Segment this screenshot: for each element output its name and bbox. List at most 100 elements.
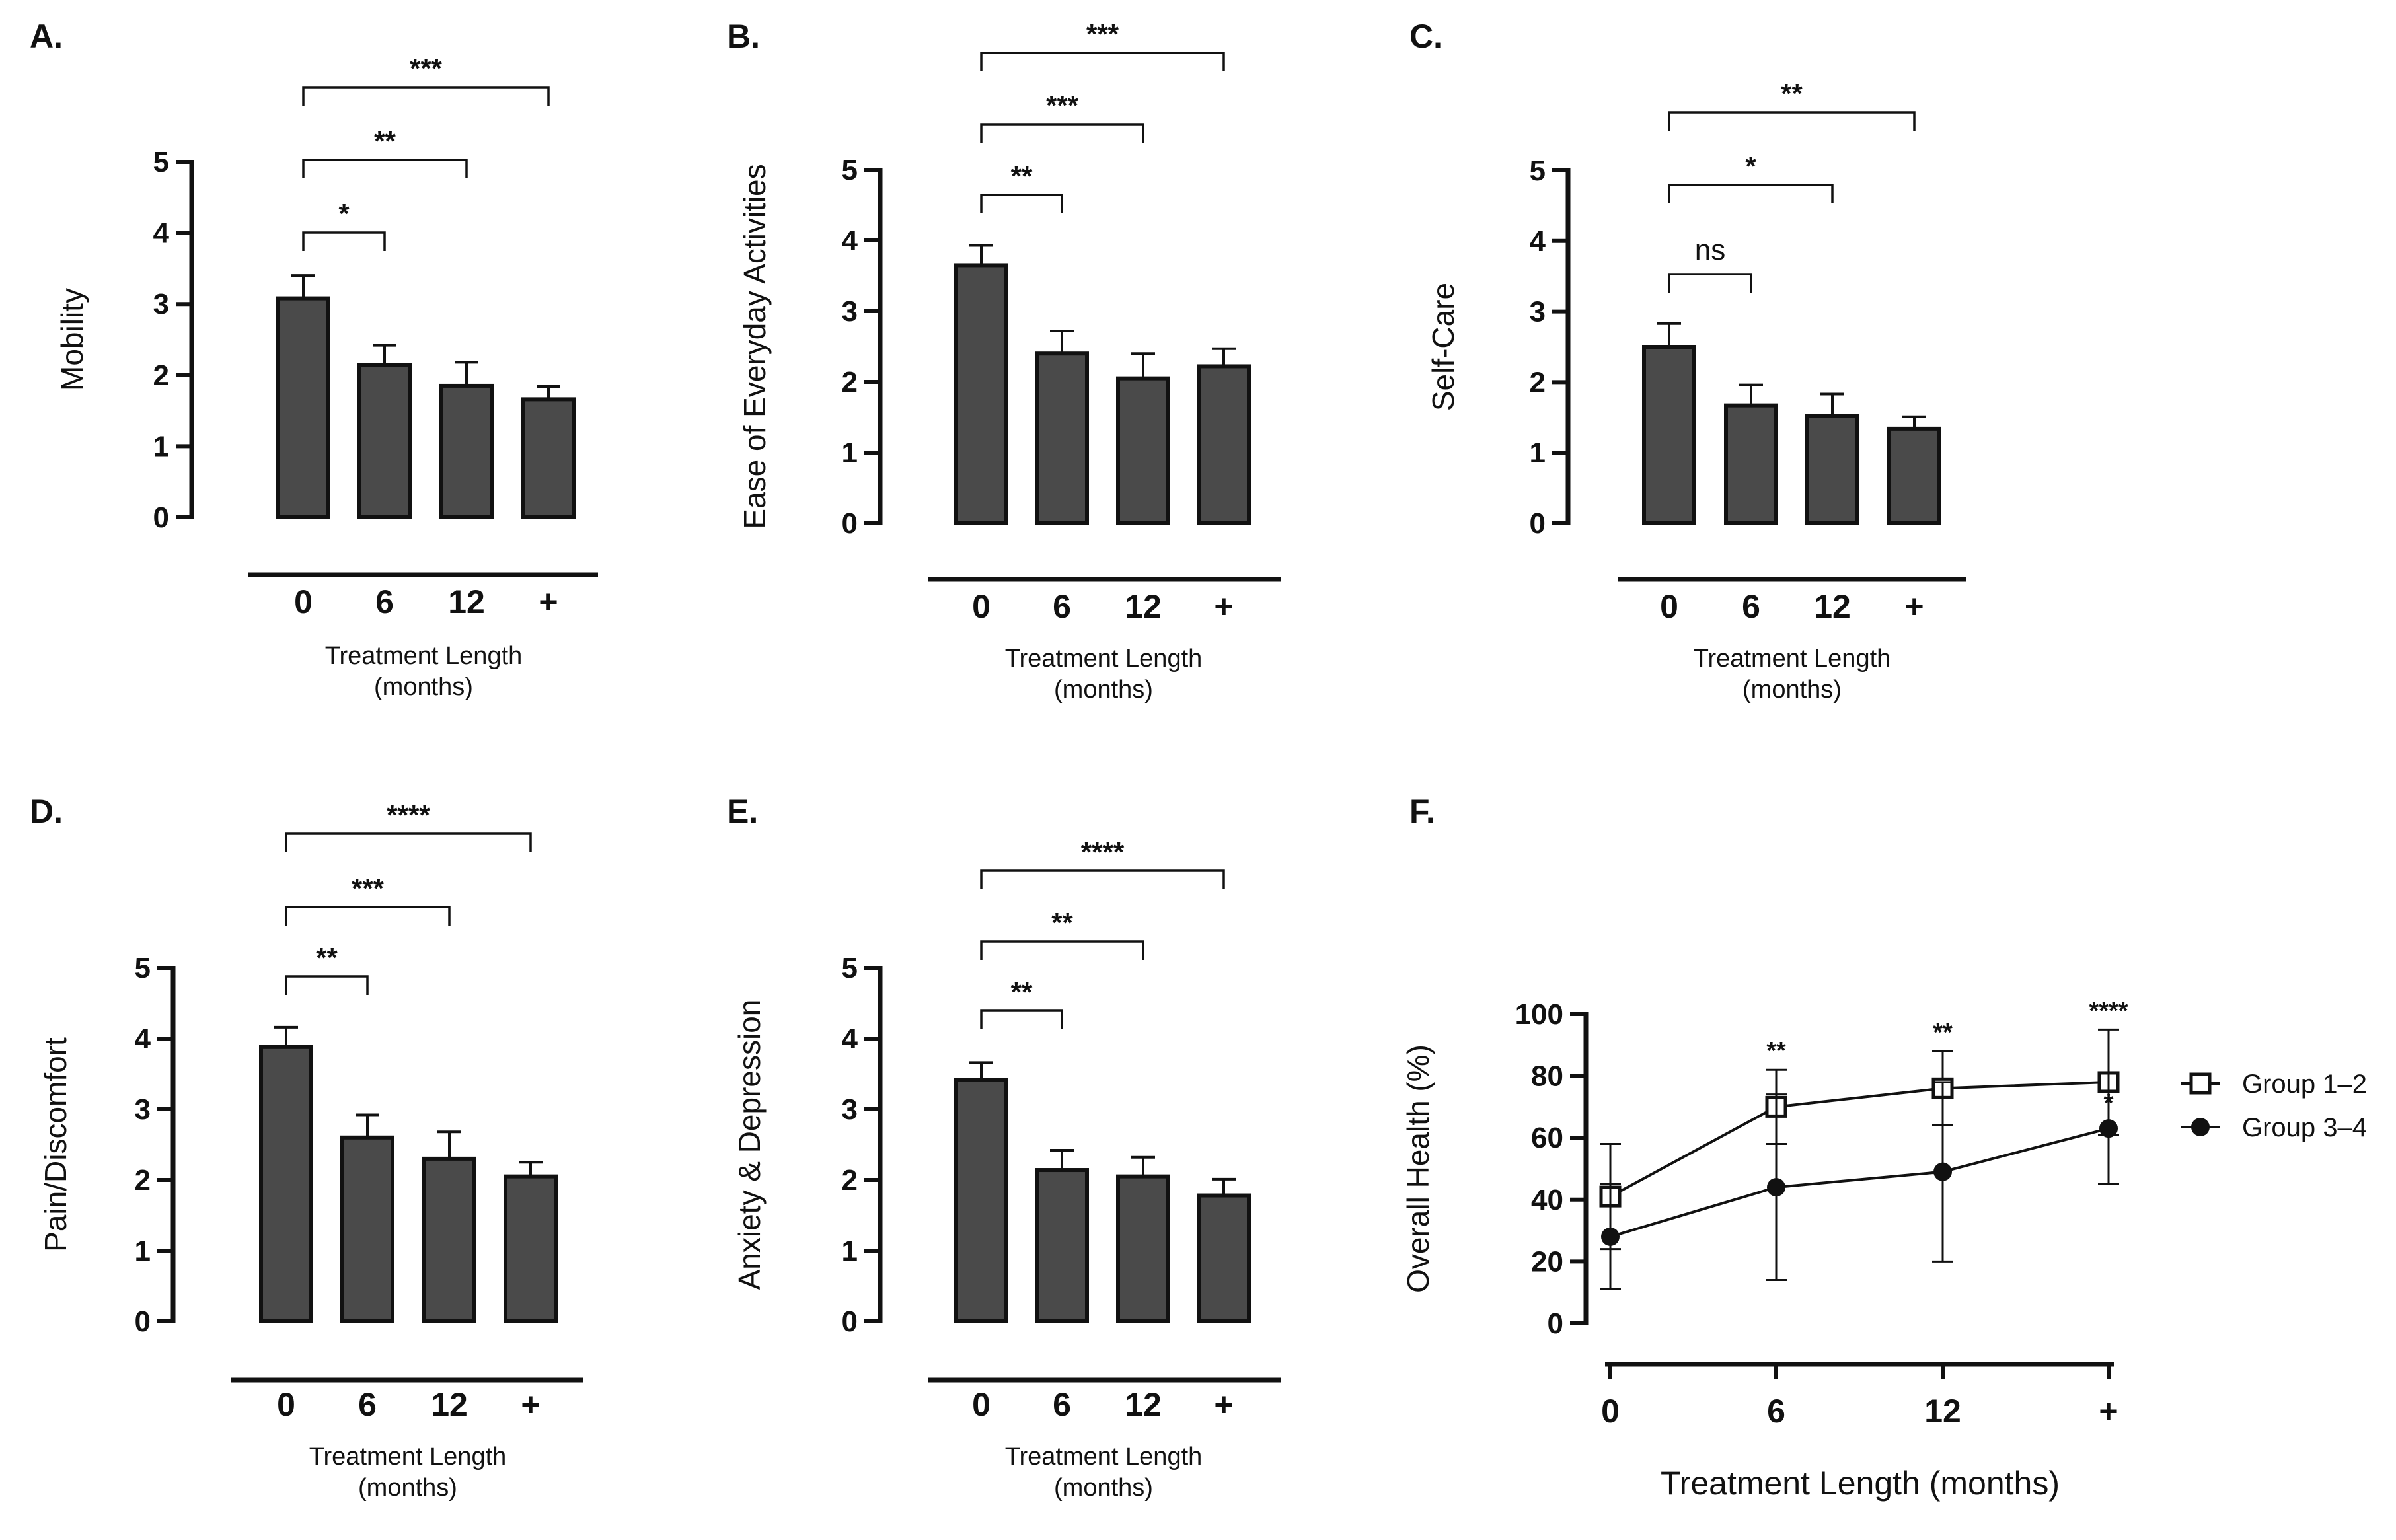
y-tick-label: 3 xyxy=(135,1093,151,1126)
significance-bracket xyxy=(980,940,1144,960)
bar xyxy=(1197,1193,1251,1324)
x-tick-label: 0 xyxy=(277,1386,295,1423)
y-axis-title: Pain/Discomfort xyxy=(38,1037,73,1252)
x-tick-label: 6 xyxy=(1053,588,1071,625)
x-axis-title: Treatment Length xyxy=(309,1443,507,1471)
panel-letter: A. xyxy=(30,18,63,55)
y-tick-label: 0 xyxy=(842,507,858,540)
bar xyxy=(1035,351,1089,525)
data-point xyxy=(1601,1227,1620,1246)
significance-bracket xyxy=(302,159,468,178)
y-axis-title: Overall Health (%) xyxy=(1401,1045,1435,1293)
y-tick-label: 0 xyxy=(1548,1307,1563,1340)
y-tick-label: 60 xyxy=(1531,1122,1563,1154)
y-axis-title: Ease of Everyday Activities xyxy=(737,164,772,529)
significance-label: *** xyxy=(352,873,385,904)
y-tick-label: 1 xyxy=(135,1235,151,1267)
x-axis-title: Treatment Length xyxy=(1694,645,1891,673)
x-tick-label: 12 xyxy=(448,583,485,620)
x-tick-label: 6 xyxy=(358,1386,377,1423)
y-tick-label: 3 xyxy=(842,295,858,328)
x-tick-label: 0 xyxy=(1660,588,1678,625)
x-tick-label: 12 xyxy=(1924,1393,1961,1430)
significance-label: ** xyxy=(1011,161,1033,192)
bar xyxy=(1116,1174,1170,1324)
y-tick-label: 0 xyxy=(842,1305,858,1338)
significance-label: *** xyxy=(410,53,443,84)
y-tick-label: 1 xyxy=(842,1235,858,1267)
x-tick-label: + xyxy=(521,1386,540,1423)
significance-label: * xyxy=(1745,151,1756,182)
y-tick-label: 2 xyxy=(842,366,858,398)
bar xyxy=(521,397,576,519)
legend-label: Group 3–4 xyxy=(2242,1113,2367,1142)
significance-label: *** xyxy=(1086,18,1119,50)
x-tick-label: + xyxy=(539,583,558,620)
y-tick-label: 100 xyxy=(1515,998,1563,1031)
panel-letter: B. xyxy=(727,18,760,55)
significance-bracket xyxy=(980,1009,1063,1029)
bar xyxy=(1116,376,1170,526)
x-tick-label: 6 xyxy=(1767,1393,1785,1430)
y-tick-label: 80 xyxy=(1531,1060,1563,1093)
bar xyxy=(340,1135,394,1324)
significance-label: ** xyxy=(1766,1037,1786,1065)
y-tick-label: 2 xyxy=(1530,366,1546,398)
y-tick-label: 20 xyxy=(1531,1245,1563,1278)
bar xyxy=(1887,426,1941,525)
y-axis-title: Anxiety & Depression xyxy=(732,1000,767,1290)
bar xyxy=(1805,414,1859,525)
panel-letter: C. xyxy=(1409,18,1442,55)
x-axis-title: Treatment Length (months) xyxy=(1661,1465,2060,1502)
x-axis-title-unit: (months) xyxy=(1054,1474,1153,1502)
significance-bracket xyxy=(285,832,532,852)
significance-bracket xyxy=(980,194,1063,213)
x-tick-label: 12 xyxy=(1125,1386,1162,1423)
bar xyxy=(439,383,494,519)
legend: Group 1–2 Group 3–4 xyxy=(2181,1070,2367,1142)
y-tick-label: 0 xyxy=(153,501,169,534)
bar xyxy=(1197,364,1251,526)
significance-bracket xyxy=(285,975,369,995)
x-tick-label: 6 xyxy=(375,583,394,620)
panel-letter: F. xyxy=(1409,793,1435,830)
y-tick-label: 1 xyxy=(842,437,858,469)
y-tick-label: 2 xyxy=(135,1164,151,1196)
x-tick-label: + xyxy=(1214,588,1233,625)
y-tick-label: 5 xyxy=(842,952,858,984)
x-tick-label: 0 xyxy=(972,1386,991,1423)
legend-marker xyxy=(2189,1072,2212,1095)
x-axis-title-unit: (months) xyxy=(1054,676,1153,704)
y-tick-label: 1 xyxy=(153,430,169,462)
x-tick-label: + xyxy=(1904,588,1924,625)
bar xyxy=(1724,403,1778,525)
x-axis-title: Treatment Length xyxy=(325,642,523,670)
significance-label: **** xyxy=(2089,997,2128,1025)
y-tick-label: 0 xyxy=(135,1305,151,1338)
data-point xyxy=(1933,1162,1952,1181)
significance-label: ** xyxy=(316,942,338,973)
y-tick-label: 2 xyxy=(153,359,169,392)
y-tick-label: 3 xyxy=(153,288,169,320)
x-tick-label: 12 xyxy=(1814,588,1851,625)
significance-bracket xyxy=(302,231,386,251)
legend-marker xyxy=(2191,1118,2210,1136)
y-tick-label: 3 xyxy=(842,1093,858,1126)
y-tick-label: 1 xyxy=(1530,437,1546,469)
y-tick-label: 5 xyxy=(153,146,169,178)
x-tick-label: + xyxy=(1214,1386,1233,1423)
x-tick-label: 6 xyxy=(1053,1386,1071,1423)
x-axis-title-unit: (months) xyxy=(374,673,473,701)
significance-bracket xyxy=(1668,273,1752,293)
x-tick-label: 6 xyxy=(1742,588,1760,625)
significance-bracket xyxy=(302,86,550,106)
x-tick-label: 0 xyxy=(972,588,991,625)
significance-label: ** xyxy=(1011,976,1033,1008)
y-tick-label: 0 xyxy=(1530,507,1546,540)
bar xyxy=(259,1045,313,1323)
bar xyxy=(504,1174,558,1324)
